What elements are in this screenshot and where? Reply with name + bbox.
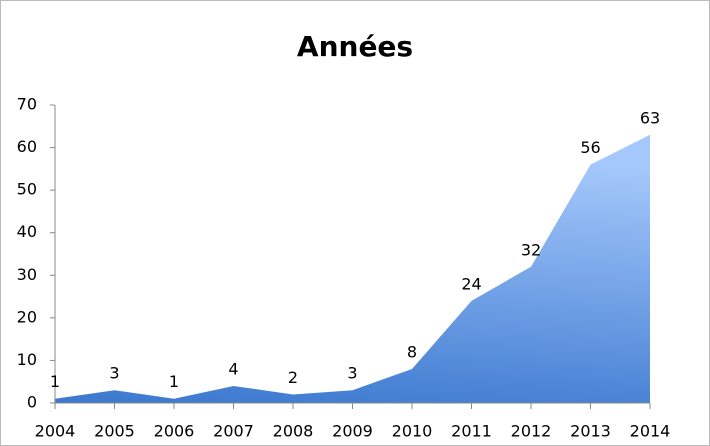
x-tick-label: 2005 <box>94 422 135 441</box>
x-tick-label: 2004 <box>35 422 76 441</box>
y-tick-label: 70 <box>17 95 37 114</box>
x-tick-label: 2012 <box>511 422 552 441</box>
y-tick-label: 30 <box>17 265 37 284</box>
data-label: 3 <box>347 364 357 383</box>
x-tick-label: 2011 <box>451 422 492 441</box>
chart-title: Années <box>297 30 413 63</box>
x-tick-label: 2009 <box>332 422 373 441</box>
x-tick-label: 2010 <box>392 422 433 441</box>
y-tick-label: 40 <box>17 222 37 241</box>
y-tick-label: 0 <box>27 393 37 412</box>
data-label: 56 <box>580 138 600 157</box>
y-tick-label: 50 <box>17 180 37 199</box>
x-tick-label: 2007 <box>213 422 254 441</box>
data-label: 4 <box>228 359 238 378</box>
y-tick-label: 10 <box>17 350 37 369</box>
x-tick-label: 2006 <box>154 422 195 441</box>
y-tick-label: 20 <box>17 307 37 326</box>
x-tick-label: 2014 <box>630 422 671 441</box>
data-label: 63 <box>640 108 660 127</box>
area <box>55 134 650 404</box>
data-label: 1 <box>169 372 179 391</box>
y-tick-label: 60 <box>17 137 37 156</box>
data-label: 3 <box>109 364 119 383</box>
data-label: 1 <box>50 372 60 391</box>
x-tick-label: 2008 <box>273 422 314 441</box>
data-label: 2 <box>288 368 298 387</box>
data-label: 8 <box>407 342 417 361</box>
data-label: 24 <box>461 274 481 293</box>
data-label: 32 <box>521 240 541 259</box>
x-tick-label: 2013 <box>570 422 611 441</box>
